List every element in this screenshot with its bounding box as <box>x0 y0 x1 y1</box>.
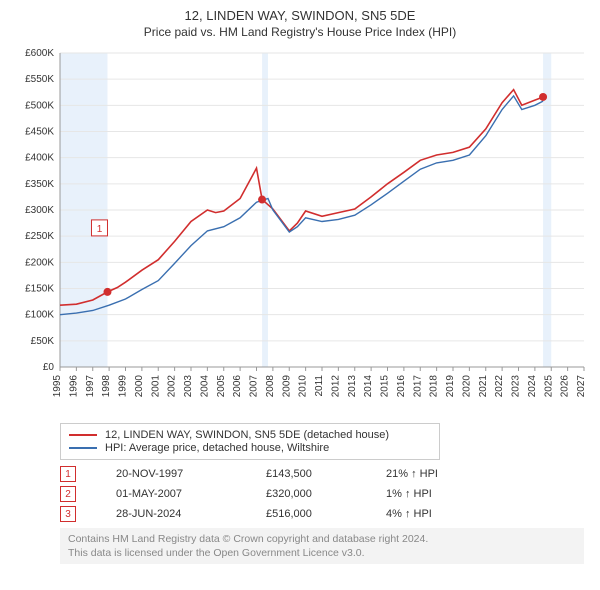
svg-text:1: 1 <box>97 224 103 235</box>
legend-label: HPI: Average price, detached house, Wilt… <box>105 442 329 454</box>
svg-text:£0: £0 <box>43 362 55 373</box>
marker-price: £320,000 <box>266 488 346 500</box>
marker-date: 01-MAY-2007 <box>116 488 226 500</box>
attribution-line: This data is licensed under the Open Gov… <box>68 546 576 560</box>
legend-label: 12, LINDEN WAY, SWINDON, SN5 5DE (detach… <box>105 429 389 441</box>
svg-text:1998: 1998 <box>101 375 112 398</box>
svg-text:£250K: £250K <box>25 231 54 242</box>
page-subtitle: Price paid vs. HM Land Registry's House … <box>6 25 594 39</box>
svg-text:2025: 2025 <box>543 375 554 398</box>
svg-text:2019: 2019 <box>445 375 456 398</box>
legend-swatch <box>69 447 97 449</box>
svg-text:£100K: £100K <box>25 310 54 321</box>
svg-text:£450K: £450K <box>25 127 54 138</box>
marker-price: £143,500 <box>266 468 346 480</box>
svg-text:2015: 2015 <box>380 375 391 398</box>
legend-item-hpi: HPI: Average price, detached house, Wilt… <box>69 442 431 454</box>
table-row: 3 28-JUN-2024 £516,000 4% ↑ HPI <box>60 506 584 522</box>
svg-text:£50K: £50K <box>31 336 55 347</box>
svg-text:£350K: £350K <box>25 179 54 190</box>
marker-badge-3: 3 <box>60 506 76 522</box>
svg-text:2016: 2016 <box>396 375 407 398</box>
svg-text:2004: 2004 <box>199 375 210 398</box>
marker-badge-1: 1 <box>60 466 76 482</box>
marker-hpi: 4% ↑ HPI <box>386 508 476 520</box>
table-row: 2 01-MAY-2007 £320,000 1% ↑ HPI <box>60 486 584 502</box>
svg-text:2010: 2010 <box>298 375 309 398</box>
svg-text:2023: 2023 <box>511 375 522 398</box>
chart-canvas: £0 £50K £100K £150K £200K £250K £300K £350K £400… <box>6 47 594 417</box>
svg-text:1997: 1997 <box>85 375 96 398</box>
svg-text:2011: 2011 <box>314 375 325 397</box>
page-title: 12, LINDEN WAY, SWINDON, SN5 5DE <box>6 8 594 23</box>
svg-text:2017: 2017 <box>412 375 423 398</box>
svg-text:£400K: £400K <box>25 153 54 164</box>
svg-text:£550K: £550K <box>25 74 54 85</box>
chart-legend: 12, LINDEN WAY, SWINDON, SN5 5DE (detach… <box>60 423 440 460</box>
svg-text:£150K: £150K <box>25 284 54 295</box>
svg-text:2008: 2008 <box>265 375 276 398</box>
attribution-text: Contains HM Land Registry data © Crown c… <box>60 528 584 564</box>
svg-text:2001: 2001 <box>150 375 161 398</box>
marker-price: £516,000 <box>266 508 346 520</box>
legend-swatch <box>69 434 97 436</box>
svg-text:2024: 2024 <box>527 375 538 398</box>
svg-text:2020: 2020 <box>461 375 472 398</box>
svg-text:2021: 2021 <box>478 375 489 398</box>
svg-text:£200K: £200K <box>25 257 54 268</box>
svg-text:2013: 2013 <box>347 375 358 398</box>
marker-date: 20-NOV-1997 <box>116 468 226 480</box>
svg-text:1996: 1996 <box>68 375 79 398</box>
svg-text:1999: 1999 <box>118 375 129 398</box>
svg-text:2018: 2018 <box>429 375 440 398</box>
svg-text:2026: 2026 <box>560 375 571 398</box>
marker-date: 28-JUN-2024 <box>116 508 226 520</box>
attribution-line: Contains HM Land Registry data © Crown c… <box>68 532 576 546</box>
marker-badge-2: 2 <box>60 486 76 502</box>
markers-table: 1 20-NOV-1997 £143,500 21% ↑ HPI 2 01-MA… <box>60 466 584 522</box>
svg-text:2009: 2009 <box>281 375 292 398</box>
svg-text:£500K: £500K <box>25 100 54 111</box>
svg-text:2005: 2005 <box>216 375 227 398</box>
svg-text:2027: 2027 <box>576 375 587 398</box>
svg-text:2014: 2014 <box>363 375 374 398</box>
marker-hpi: 1% ↑ HPI <box>386 488 476 500</box>
marker-hpi: 21% ↑ HPI <box>386 468 476 480</box>
svg-text:£300K: £300K <box>25 205 54 216</box>
svg-text:2022: 2022 <box>494 375 505 398</box>
svg-text:2000: 2000 <box>134 375 145 398</box>
table-row: 1 20-NOV-1997 £143,500 21% ↑ HPI <box>60 466 584 482</box>
legend-item-price-paid: 12, LINDEN WAY, SWINDON, SN5 5DE (detach… <box>69 429 431 441</box>
svg-text:1995: 1995 <box>52 375 63 398</box>
svg-text:2003: 2003 <box>183 375 194 398</box>
svg-text:2006: 2006 <box>232 375 243 398</box>
svg-text:2012: 2012 <box>330 375 341 398</box>
price-chart: £0 £50K £100K £150K £200K £250K £300K £350K £400… <box>6 47 594 417</box>
svg-text:£600K: £600K <box>25 48 54 59</box>
svg-text:2007: 2007 <box>249 375 260 398</box>
svg-text:2002: 2002 <box>167 375 178 398</box>
